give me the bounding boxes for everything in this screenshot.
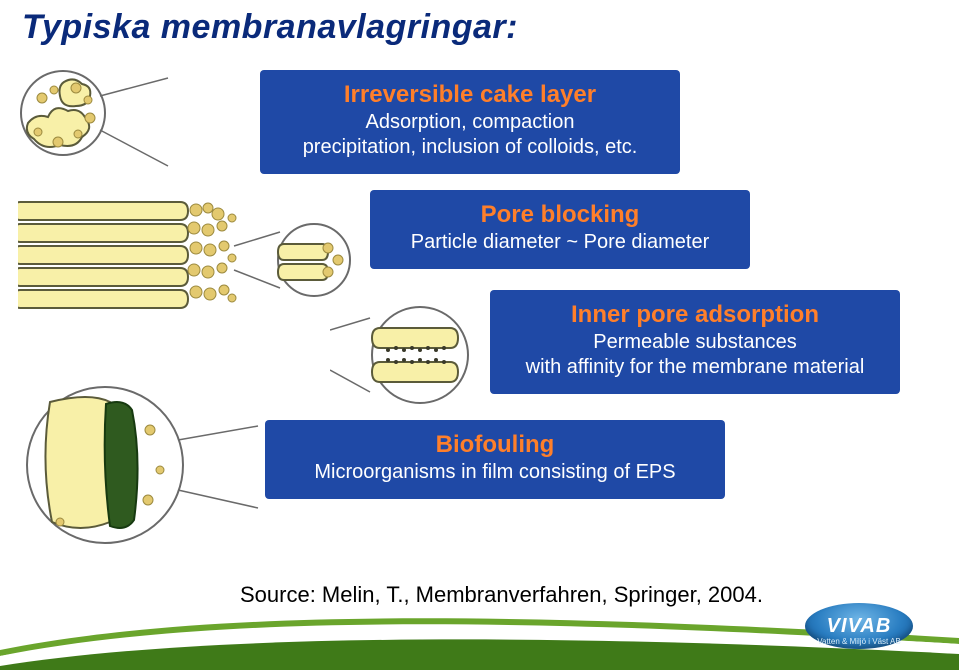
brand-logo-sub: Vatten & Miljö i Väst AB (817, 637, 900, 646)
callout-pore-sub1: Particle diameter ~ Pore diameter (388, 230, 732, 255)
callout-inner-head: Inner pore adsorption (508, 300, 882, 330)
brand-logo-text: VIVAB (827, 615, 892, 638)
brand-logo-ellipse: VIVAB Vatten & Miljö i Väst AB (805, 603, 913, 649)
brand-logo: VIVAB Vatten & Miljö i Väst AB (799, 596, 919, 656)
illus-cake (18, 68, 258, 188)
callout-bio: Biofouling Microorganisms in film consis… (265, 420, 725, 499)
callout-bio-sub1: Microorganisms in film consisting of EPS (283, 460, 707, 485)
page-title: Typiska membranavlagringar: (22, 8, 518, 47)
illus-bio (20, 380, 260, 550)
illus-pore (18, 198, 368, 318)
page-root: Typiska membranavlagringar: (0, 0, 959, 670)
callout-inner-sub2: with affinity for the membrane material (508, 355, 882, 380)
callout-bio-head: Biofouling (283, 430, 707, 460)
callout-pore: Pore blocking Particle diameter ~ Pore d… (370, 190, 750, 269)
callout-cake-sub2: precipitation, inclusion of colloids, et… (278, 135, 662, 160)
callout-cake: Irreversible cake layer Adsorption, comp… (260, 70, 680, 174)
callout-inner: Inner pore adsorption Permeable substanc… (490, 290, 900, 394)
illus-inner (330, 300, 490, 410)
callout-cake-head: Irreversible cake layer (278, 80, 662, 110)
callout-cake-sub1: Adsorption, compaction (278, 110, 662, 135)
source-citation: Source: Melin, T., Membranverfahren, Spr… (240, 582, 763, 608)
callout-inner-sub1: Permeable substances (508, 330, 882, 355)
callout-pore-head: Pore blocking (388, 200, 732, 230)
